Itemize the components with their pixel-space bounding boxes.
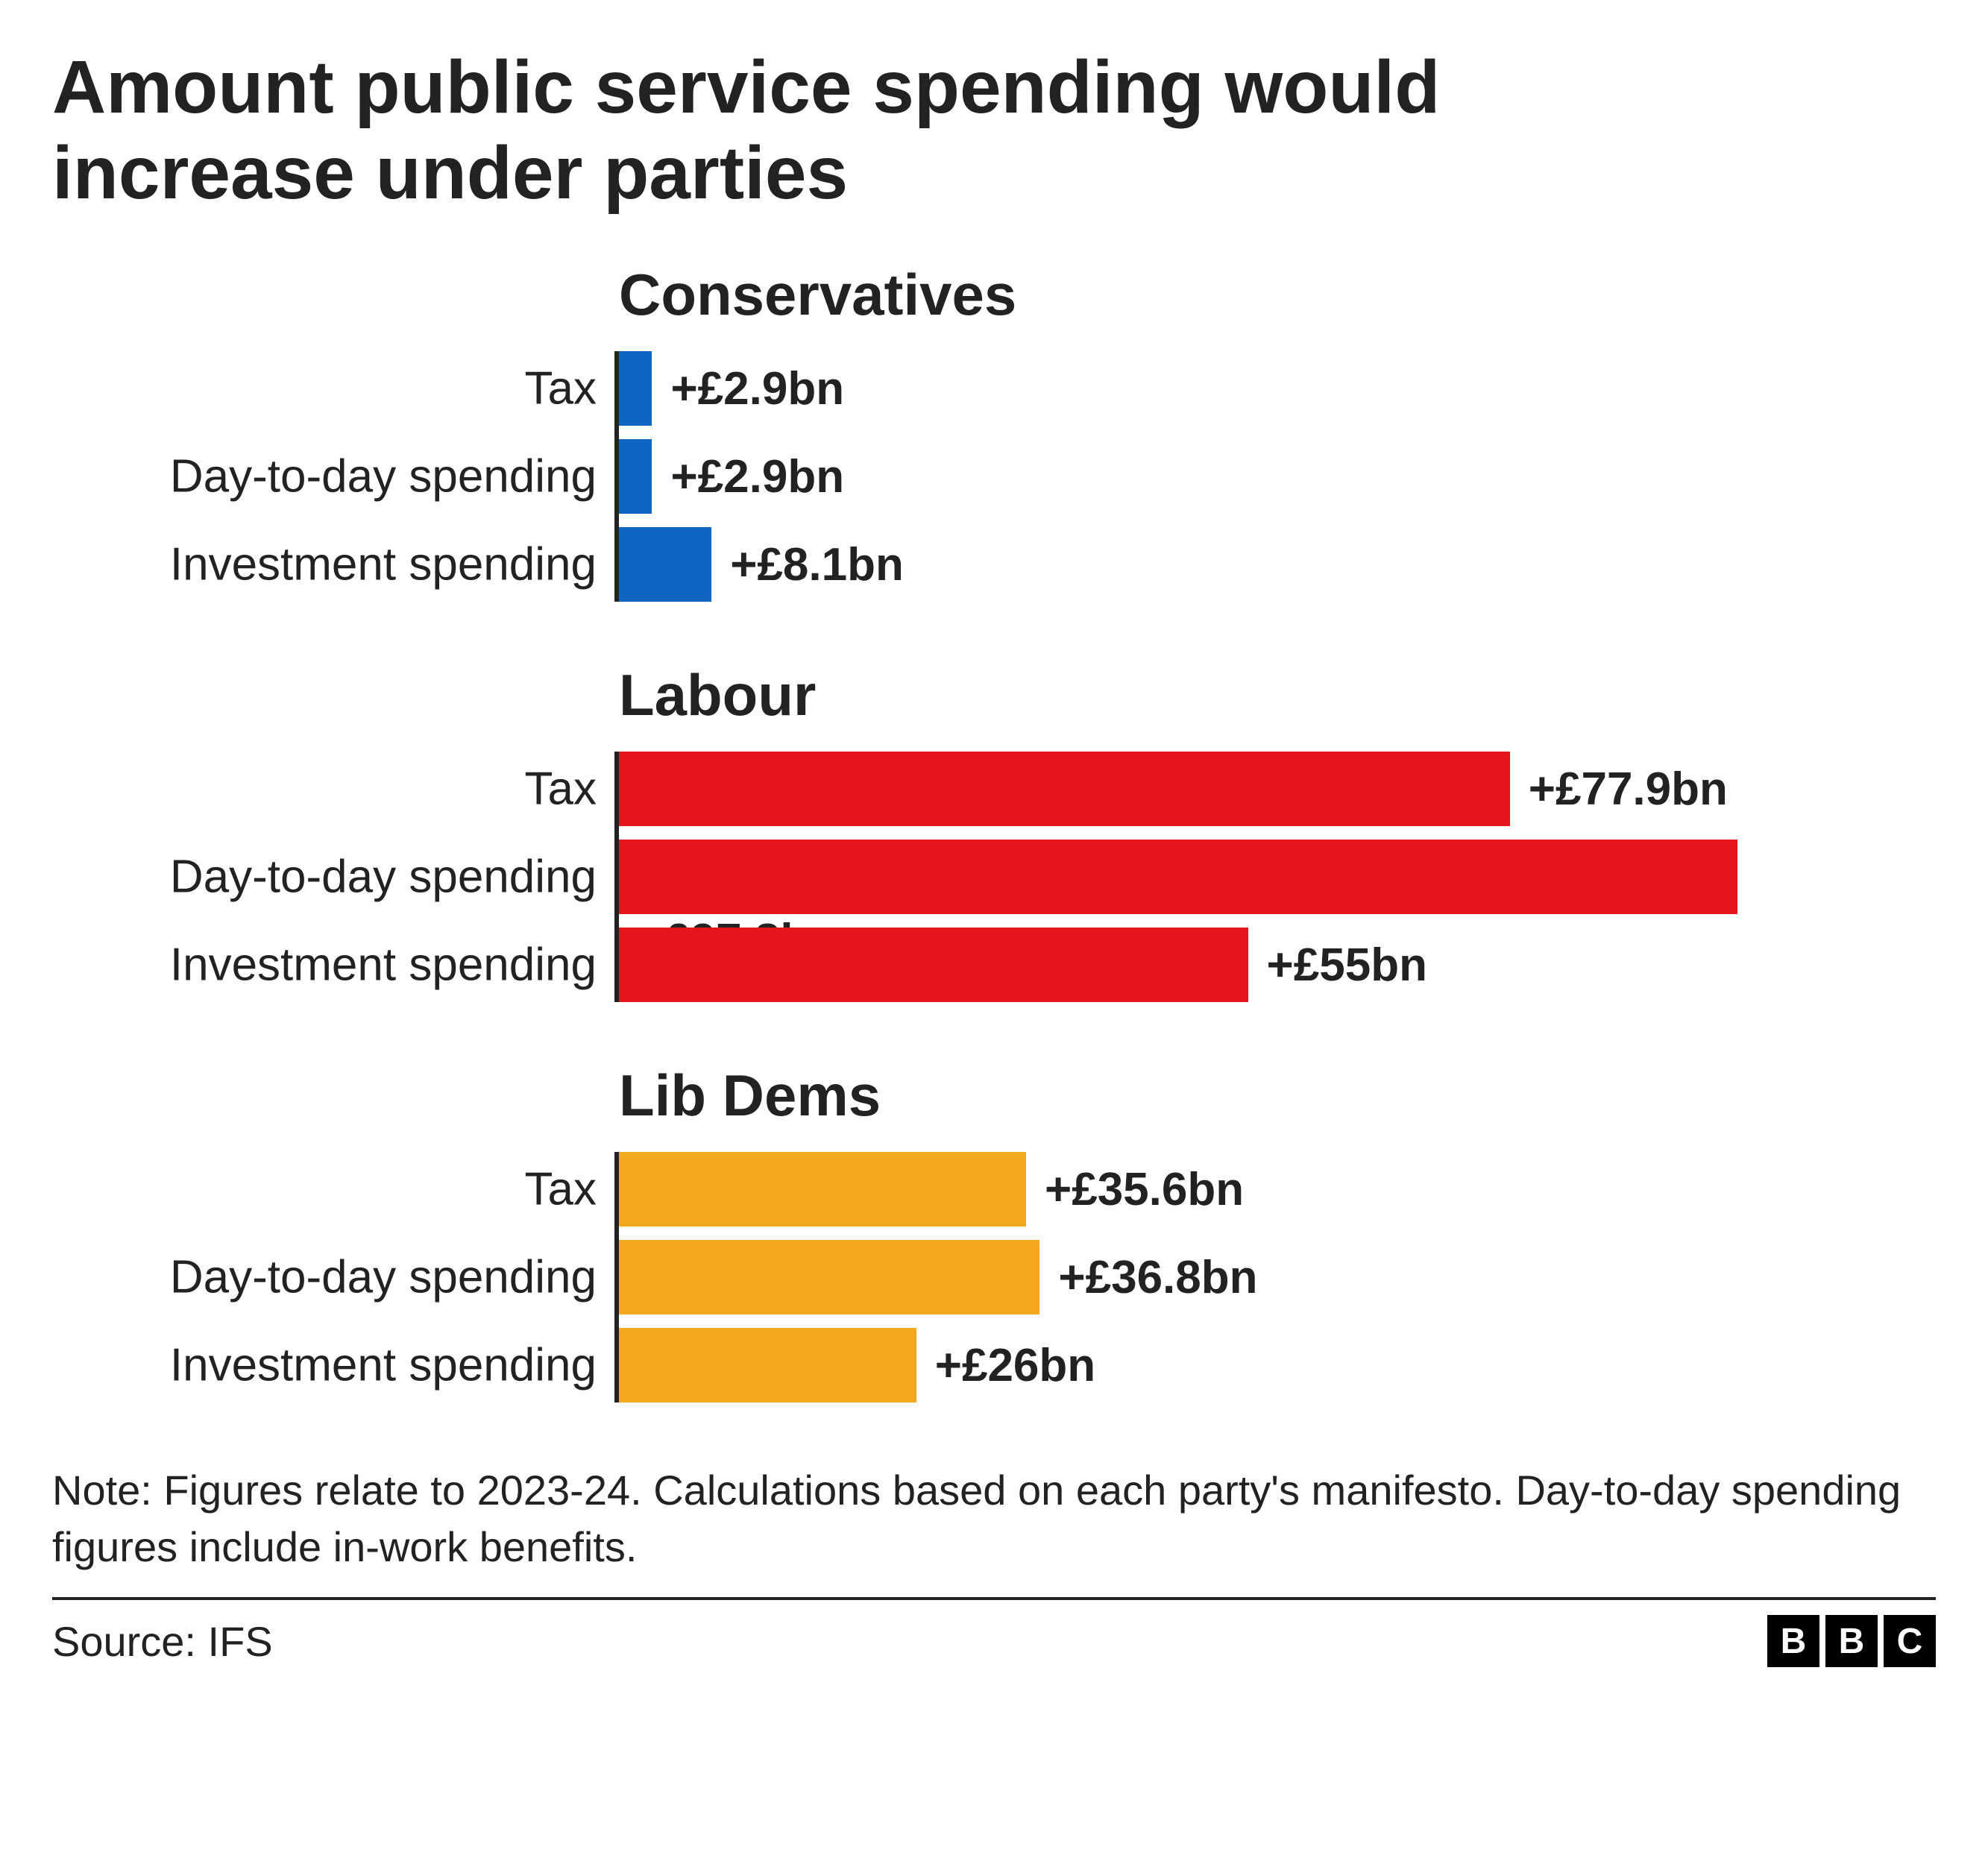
party-title: Conservatives — [619, 261, 1936, 329]
bbc-logo-letter: B — [1767, 1615, 1819, 1667]
bar — [619, 840, 1737, 914]
bar-category-label: Tax — [525, 362, 597, 415]
party-block: ConservativesTax+£2.9bnDay-to-day spendi… — [52, 261, 1936, 602]
bar-row: Tax+£35.6bn — [619, 1152, 1936, 1227]
bar-row: Tax+£77.9bn — [619, 752, 1936, 826]
bar-value-label: +£35.6bn — [1045, 1163, 1244, 1216]
bar-row: Day-to-day spending+£97.8bn — [619, 840, 1936, 914]
bbc-logo-letter: C — [1884, 1615, 1936, 1667]
bar-row: Investment spending+£55bn — [619, 928, 1936, 1002]
bar — [619, 928, 1248, 1002]
bar-category-label: Day-to-day spending — [170, 1251, 597, 1304]
bars-container: Tax+£35.6bn Day-to-day spending+£36.8bn In… — [614, 1152, 1936, 1402]
bar-category-label: Day-to-day spending — [170, 450, 597, 503]
bars-container: Tax+£2.9bn Day-to-day spending+£2.9bn Inve… — [614, 351, 1936, 602]
bar — [619, 439, 652, 514]
bbc-logo: BBC — [1767, 1615, 1936, 1667]
source-text: Source: IFS — [52, 1617, 273, 1666]
bar-row: Investment spending+£26bn — [619, 1328, 1936, 1402]
bar — [619, 752, 1510, 826]
chart-title: Amount public service spending would inc… — [52, 45, 1693, 216]
bar-value-label: +£36.8bn — [1058, 1251, 1257, 1304]
chart-note: Note: Figures relate to 2023-24. Calcula… — [52, 1462, 1916, 1575]
bar-row: Tax+£2.9bn — [619, 351, 1936, 426]
bar-category-label: Investment spending — [170, 538, 597, 591]
bar-value-label: +£2.9bn — [670, 450, 844, 503]
party-block: LabourTax+£77.9bnDay-to-day spending+£97… — [52, 661, 1936, 1002]
bbc-logo-letter: B — [1825, 1615, 1878, 1667]
bar — [619, 1328, 916, 1402]
footer: Source: IFS BBC — [52, 1597, 1936, 1667]
bar-value-label: +£77.9bn — [1529, 763, 1728, 816]
bar-value-label: +£2.9bn — [670, 362, 844, 415]
bar-value-label: +£8.1bn — [730, 538, 904, 591]
bar-category-label: Tax — [525, 763, 597, 816]
bar — [619, 1240, 1039, 1314]
bar-category-label: Investment spending — [170, 1339, 597, 1392]
party-title: Labour — [619, 661, 1936, 729]
bar-value-label: +£55bn — [1267, 939, 1427, 992]
party-block: Lib DemsTax+£35.6bnDay-to-day spending+£… — [52, 1062, 1936, 1402]
bar-row: Investment spending+£8.1bn — [619, 527, 1936, 602]
chart-area: ConservativesTax+£2.9bnDay-to-day spendi… — [52, 261, 1936, 1402]
bar-row: Day-to-day spending+£36.8bn — [619, 1240, 1936, 1314]
bar-category-label: Investment spending — [170, 939, 597, 992]
bar — [619, 527, 711, 602]
bar-category-label: Day-to-day spending — [170, 851, 597, 904]
bar-value-label: +£26bn — [935, 1339, 1095, 1392]
bar — [619, 1152, 1026, 1227]
bar — [619, 351, 652, 426]
bar-row: Day-to-day spending+£2.9bn — [619, 439, 1936, 514]
bars-container: Tax+£77.9bn Day-to-day spending+£97.8bn In… — [614, 752, 1936, 1002]
party-title: Lib Dems — [619, 1062, 1936, 1130]
bar-category-label: Tax — [525, 1163, 597, 1216]
